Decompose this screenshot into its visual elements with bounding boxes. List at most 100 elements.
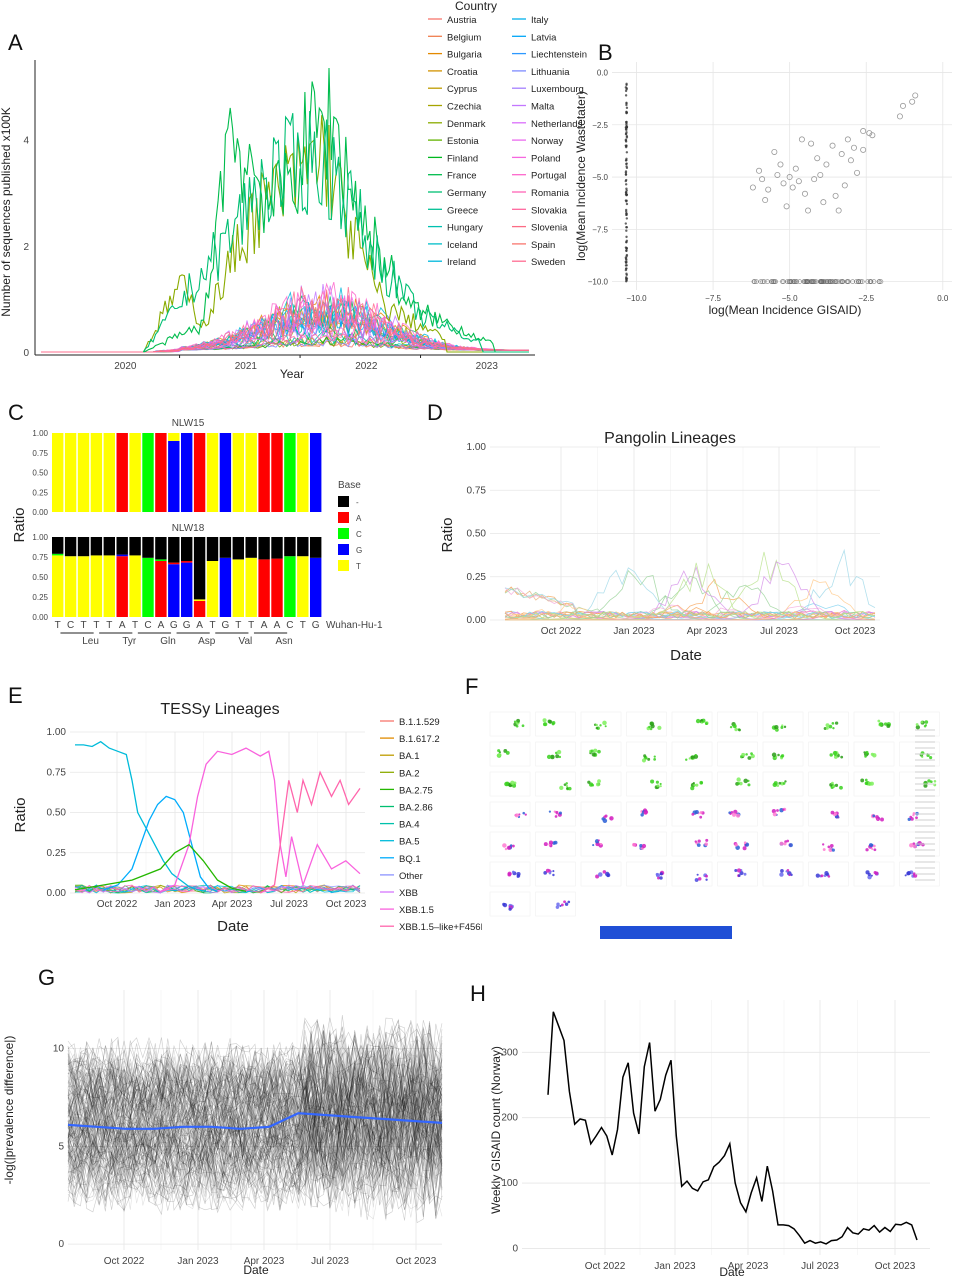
- g-series-line: [67, 1081, 443, 1166]
- c-bar-gap-nlw18: [129, 537, 141, 556]
- g-series-line: [67, 1101, 443, 1184]
- g-series-line: [67, 1093, 443, 1184]
- g-series-line: [67, 1044, 443, 1130]
- f-thumb-point: [747, 756, 752, 760]
- f-thumb-point: [913, 873, 918, 878]
- g-series-line: [67, 1045, 443, 1127]
- b-point: [625, 235, 628, 239]
- g-series-line: [67, 1048, 443, 1140]
- a-legend-label: Slovakia: [531, 205, 568, 216]
- f-thumb-point: [780, 868, 784, 873]
- c-legend-key: [338, 528, 349, 539]
- f-thumb-point: [933, 779, 937, 783]
- c-bar-nlw18: [271, 558, 283, 617]
- c-legend-label: G: [356, 546, 362, 555]
- g-series-line: [67, 1116, 443, 1206]
- d-grid-xtick-label: Jan 2023: [613, 626, 655, 637]
- f-thumb-point: [834, 783, 839, 787]
- f-thumb-point: [879, 722, 883, 726]
- f-thumb-point: [824, 871, 829, 876]
- f-thumb-point: [567, 786, 572, 791]
- g-series-line: [67, 1023, 443, 1116]
- f-thumb: [808, 801, 849, 827]
- c-bar-gap-nlw18: [206, 537, 219, 561]
- d-grid-xtick-label: Apr 2023: [687, 626, 728, 637]
- c-base-label: T: [248, 620, 254, 631]
- d-grid-ytick-label: 1.00: [467, 442, 487, 453]
- g-series-line: [67, 1063, 443, 1154]
- f-thumb-point: [515, 721, 518, 724]
- f-thumb: [717, 741, 758, 767]
- c-bar-gap-nlw18: [310, 537, 322, 558]
- f-thumb-point: [657, 725, 662, 730]
- c-bar-gap-nlw18: [193, 537, 206, 600]
- f-thumb-point: [736, 777, 741, 782]
- f-thumb-point: [871, 847, 874, 851]
- c-ytick-label: 0.75: [32, 449, 48, 458]
- b-point: [850, 144, 857, 151]
- f-thumb-point: [877, 719, 881, 723]
- g-series-line: [67, 1030, 443, 1114]
- a-xtick-label: 2022: [355, 361, 378, 372]
- f-thumb-point: [699, 780, 704, 785]
- f-thumb-point: [510, 780, 515, 785]
- f-thumb-point: [556, 902, 560, 906]
- g-series-line: [67, 1115, 443, 1207]
- g-series-line: [67, 1117, 443, 1199]
- f-thumb-point: [545, 868, 550, 873]
- g-series-line: [67, 1063, 443, 1155]
- g-series-line: [67, 1026, 443, 1118]
- panel-a-letter: A: [8, 30, 23, 55]
- c-base-label: T: [132, 620, 138, 631]
- g-series-line: [67, 1103, 443, 1193]
- f-thumb-point: [554, 815, 558, 818]
- a-xtick-label: 2023: [476, 361, 499, 372]
- f-thumb-point: [738, 728, 741, 732]
- f-thumb-point: [685, 758, 688, 761]
- g-grid-xtick-label: Apr 2023: [244, 1256, 285, 1267]
- g-series-line: [67, 1030, 443, 1115]
- g-grid-ytick-label: 10: [53, 1044, 65, 1055]
- f-thumb-point: [822, 848, 826, 851]
- g-series-line: [67, 1017, 443, 1107]
- b-point: [794, 279, 799, 284]
- b-point: [787, 279, 793, 284]
- g-series-line: [67, 1036, 443, 1124]
- c-bar-nlw15: [271, 433, 283, 512]
- f-thumb-point: [829, 843, 834, 848]
- g-series-line: [67, 1090, 443, 1179]
- panel-c-facet-top: NLW15: [172, 418, 205, 429]
- a-ytick-label: 4: [23, 136, 29, 147]
- f-thumb-point: [643, 754, 647, 758]
- b-point: [624, 210, 628, 213]
- f-thumb-point: [912, 812, 916, 815]
- panel-g-xlabel: Date: [243, 1263, 269, 1277]
- g-series-line: [67, 1082, 443, 1170]
- c-bar-nlw15: [219, 433, 232, 512]
- g-series-line: [67, 1053, 443, 1147]
- g-series-line: [67, 1110, 443, 1197]
- c-legend-label: A: [356, 514, 362, 523]
- f-thumb-point: [782, 808, 785, 811]
- c-legend-key: [338, 544, 349, 555]
- a-xtick-label: 2021: [235, 361, 258, 372]
- c-bar-nlw18: [52, 553, 64, 556]
- g-series-line: [67, 1040, 443, 1130]
- c-ytick-label: 1.00: [32, 533, 48, 542]
- f-thumb-point: [656, 784, 660, 788]
- c-legend-key: [338, 560, 349, 571]
- e-legend-label: XBB.1.5–like+F456L: [399, 922, 486, 933]
- f-thumb-point: [731, 812, 737, 817]
- c-bar-gap-nlw18: [64, 537, 77, 557]
- e-grid-ytick-label: 1.00: [47, 727, 67, 738]
- b-point: [624, 260, 627, 263]
- c-ytick-label: 0.25: [32, 488, 48, 497]
- f-thumb-point: [593, 748, 598, 753]
- g-series-line: [67, 1061, 443, 1153]
- f-thumb-point: [556, 749, 562, 755]
- g-series-line: [67, 1045, 443, 1136]
- f-thumb: [671, 861, 713, 887]
- e-legend-label: B.1.1.529: [399, 717, 440, 728]
- f-thumb-point: [776, 784, 780, 787]
- b-point: [912, 92, 919, 99]
